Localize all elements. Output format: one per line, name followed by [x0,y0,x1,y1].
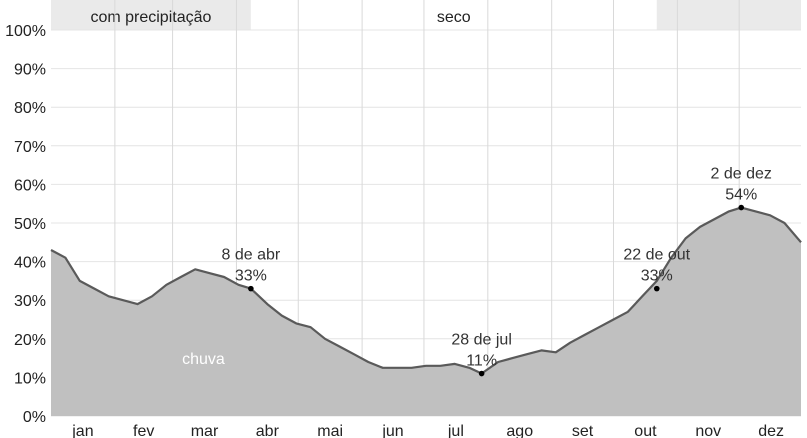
y-tick-label: 50% [14,216,46,233]
x-tick-label: mai [317,423,343,438]
annotation-point [653,285,660,292]
annotation-value: 54% [725,187,757,204]
season-band-label: seco [437,9,471,26]
grid-lines [51,0,801,417]
annotation-date: 28 de jul [451,332,512,349]
y-tick-label: 0% [23,409,46,426]
area-label: chuva [182,351,225,368]
y-tick-label: 90% [14,62,46,79]
annotations: 8 de abr 33% 28 de jul 11% 22 de out 33% 2 de … [222,166,772,377]
rain-area: chuva [50,206,802,416]
annotation-point [738,204,745,211]
x-tick-label: dez [758,423,784,438]
annotation-point [478,370,485,377]
y-axis: 0% 10% 20% 30% 40% 50% 60% 70% 80% 90% 100% [5,23,46,426]
x-tick-label: jan [71,423,93,438]
x-tick-label: mar [191,423,219,438]
x-tick-label: set [572,423,594,438]
season-band [51,0,251,30]
season-band [250,0,657,30]
y-tick-label: 10% [14,370,46,387]
x-tick-label: jul [447,423,464,438]
rain-series-line [50,206,802,375]
annotation-value: 33% [235,268,267,285]
y-tick-label: 30% [14,293,46,310]
season-band [656,0,801,30]
x-axis: jan fev mar abr mai jun jul ago set out nov dez [71,423,784,438]
annotation-value: 11% [466,353,497,370]
y-tick-label: 70% [14,139,46,156]
annotation-date: 22 de out [623,247,690,264]
annotation-date: 2 de dez [711,166,772,183]
y-tick-label: 60% [14,177,46,194]
x-tick-label: fev [133,423,154,438]
y-tick-label: 80% [14,100,46,117]
season-band-label: com precipitação [90,9,211,26]
y-tick-label: 100% [5,23,46,40]
x-tick-label: nov [695,423,721,438]
annotation-value: 33% [641,268,673,285]
y-tick-label: 20% [14,332,46,349]
rain-area-fill [51,207,801,416]
x-tick-label: ago [506,423,533,438]
x-tick-label: abr [256,423,280,438]
season-bands: com precipitação seco [51,0,801,30]
x-tick-label: jun [381,423,403,438]
annotation-point [248,285,254,292]
y-tick-label: 40% [14,255,46,272]
annotation-date: 8 de abr [222,247,281,264]
x-tick-label: out [634,423,657,438]
